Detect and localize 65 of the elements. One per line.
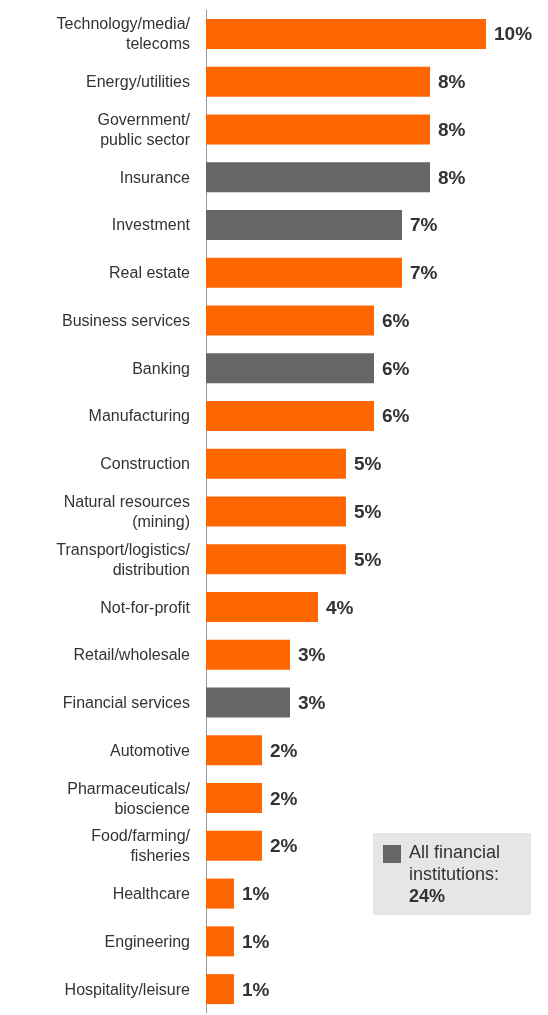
bar — [206, 926, 234, 957]
bar — [206, 974, 234, 1005]
y-tick-label: Energy/utilities — [85, 73, 190, 91]
bar — [206, 448, 346, 479]
bar — [206, 257, 402, 288]
data-label: 1% — [242, 930, 270, 952]
data-label: 5% — [354, 453, 382, 475]
data-label: 8% — [438, 118, 466, 140]
bar — [206, 353, 374, 384]
y-tick-label: Retail/wholesale — [73, 646, 191, 664]
y-tick-label: Investment — [111, 216, 191, 234]
y-tick-label: Construction — [100, 455, 190, 473]
annotation: All financial institutions: 24% — [409, 842, 501, 906]
data-label: 8% — [438, 166, 466, 188]
data-label: 5% — [354, 548, 382, 570]
data-label: 3% — [298, 692, 326, 714]
data-label: 6% — [382, 309, 410, 331]
bar — [206, 162, 430, 193]
bar — [206, 114, 430, 145]
y-tick-label: Engineering — [104, 932, 190, 950]
bar — [206, 209, 402, 240]
bar — [206, 830, 262, 861]
bar — [206, 305, 374, 336]
bar — [206, 400, 374, 431]
y-tick-label: Banking — [132, 359, 190, 377]
bar — [206, 735, 262, 766]
data-label: 2% — [270, 835, 298, 857]
data-label: 4% — [326, 596, 354, 618]
note-box: All financial institutions: 24% — [373, 833, 531, 915]
bar — [206, 687, 290, 718]
y-tick-label: Government/public sector — [97, 110, 191, 148]
y-tick-label: Hospitality/leisure — [64, 980, 191, 998]
data-label: 5% — [354, 501, 382, 522]
bar — [206, 544, 346, 575]
y-tick-label: Pharmaceuticals/bioscience — [67, 779, 191, 817]
y-tick-label: Natural resources (mining) — [63, 493, 190, 530]
y-tick-label: Automotive — [109, 741, 191, 759]
data-label: 6% — [382, 357, 410, 379]
data-label: 6% — [382, 405, 410, 427]
bar — [206, 18, 486, 49]
data-label: 3% — [298, 644, 326, 666]
y-tick-label: Technology/media/telecoms — [56, 15, 191, 53]
bar — [206, 496, 346, 527]
y-tick-label: Manufacturing — [88, 407, 190, 425]
y-tick-label: Food/farming/fisheries — [91, 827, 191, 865]
data-label: 8% — [438, 71, 466, 93]
y-tick-label: Transport/logistics/distribution — [56, 540, 191, 578]
data-label: 2% — [270, 787, 298, 809]
data-label: 7% — [410, 214, 438, 236]
bar — [206, 878, 234, 909]
y-tick-label: Not-for-profit — [100, 598, 191, 616]
bar — [206, 66, 430, 97]
y-tick-label: Insurance — [119, 168, 191, 186]
data-label: 1% — [242, 978, 270, 1000]
data-label: 2% — [270, 739, 298, 761]
bar — [206, 783, 262, 814]
bar — [206, 639, 290, 670]
y-tick-label: Healthcare — [112, 885, 191, 903]
data-label: 10% — [494, 23, 533, 45]
y-tick-label: Financial services — [62, 694, 190, 712]
bar — [206, 592, 318, 623]
data-label: 7% — [410, 262, 438, 284]
y-tick-label: Real estate — [109, 264, 191, 282]
y-tick-label: Business services — [61, 311, 190, 329]
data-label: 1% — [242, 883, 270, 905]
